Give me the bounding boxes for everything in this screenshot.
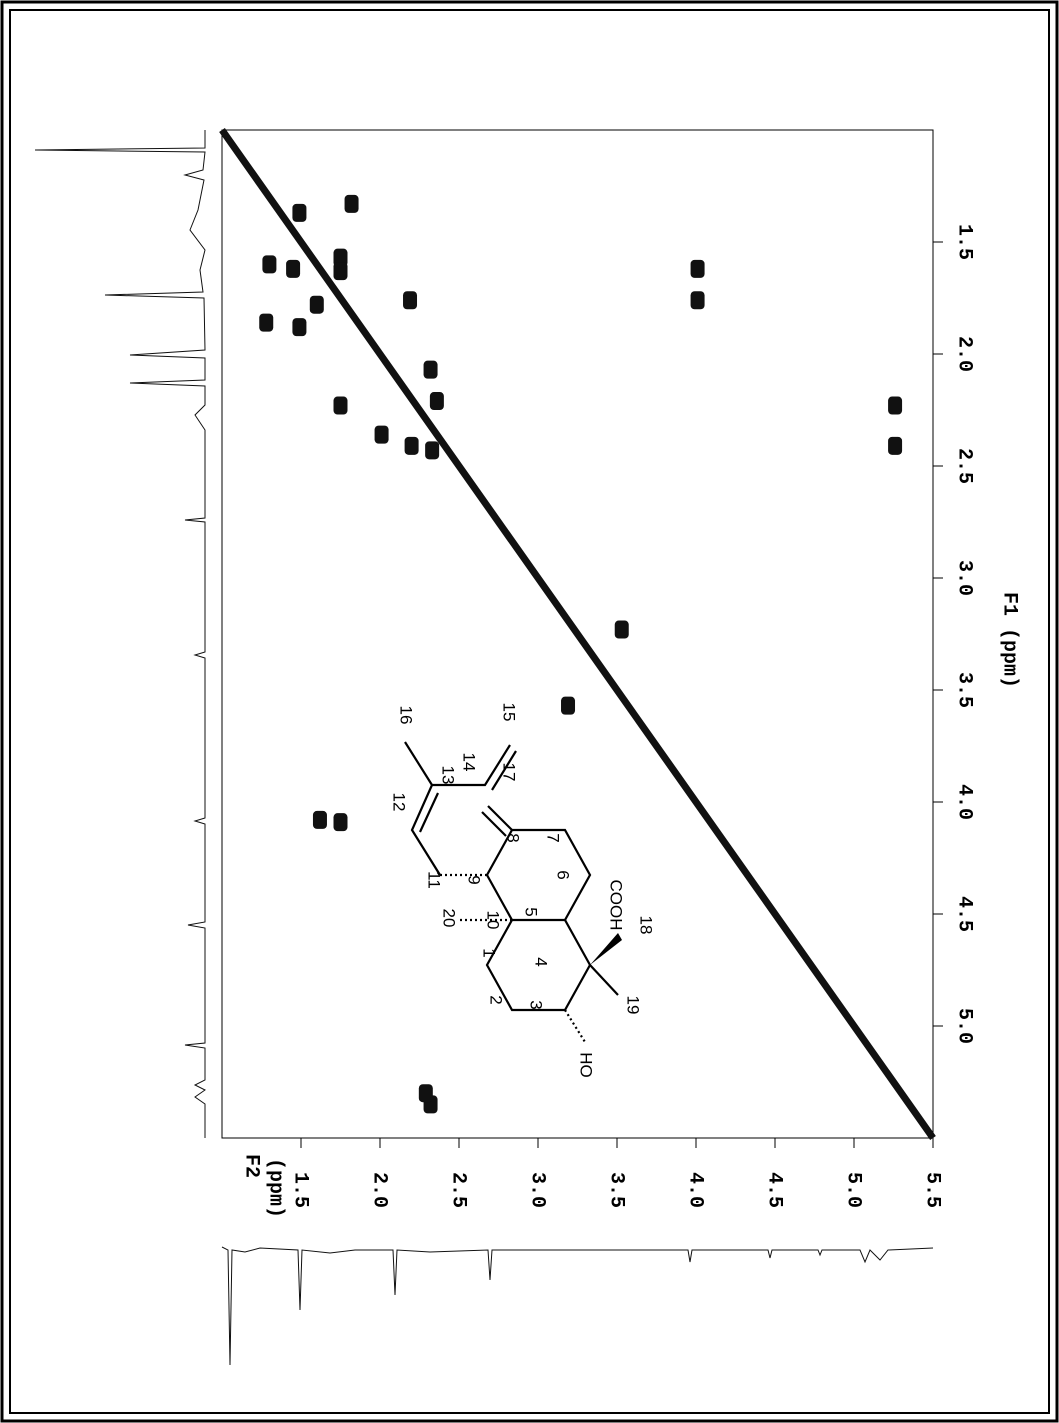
y-tick-label: 2.0: [953, 336, 976, 372]
cross-peak: [292, 203, 307, 222]
cross-peak: [374, 425, 389, 444]
atom-label: COOH: [607, 880, 626, 931]
cross-peak: [286, 259, 301, 278]
atom-label: 15: [500, 703, 519, 722]
y-tick-label: 2.5: [953, 448, 976, 484]
atom-label: 6: [554, 870, 573, 879]
x-axis-title: (ppm): [264, 1158, 287, 1218]
atom-label: 9: [465, 875, 484, 884]
y-tick-label: 4.0: [953, 784, 976, 820]
atom-label: 13: [439, 766, 458, 785]
y-axis-title: F1 (ppm): [998, 592, 1021, 688]
atom-label: 4: [532, 957, 551, 966]
x-tick-label: 4.5: [763, 1172, 786, 1208]
atom-label: 20: [440, 909, 459, 928]
atom-label: 1: [480, 948, 499, 957]
atom-label: 3: [527, 1000, 546, 1009]
atom-label: HO: [577, 1052, 596, 1078]
cross-peak: [333, 396, 348, 415]
methyl-bond: [589, 964, 619, 996]
cross-peak: [344, 194, 359, 213]
x-tick-label: 2.5: [447, 1172, 470, 1208]
atom-label: 12: [390, 793, 409, 812]
cross-peak: [423, 360, 438, 379]
atom-label: 11: [425, 871, 444, 889]
exo-methylene: [481, 805, 513, 837]
atom-label: 2: [487, 995, 506, 1004]
wedge: [590, 933, 622, 965]
atom-label: 14: [460, 753, 479, 772]
cross-peak: [333, 813, 348, 832]
cross-peak: [312, 810, 327, 829]
cross-peak: [403, 291, 418, 310]
side-chain: [404, 741, 517, 876]
cross-peak: [418, 1084, 433, 1103]
atom-label: 5: [522, 907, 541, 916]
atom-label: 7: [544, 833, 563, 842]
x-tick-label: 4.0: [684, 1172, 707, 1208]
cross-peak: [425, 441, 440, 460]
hydroxy-hash: [564, 1009, 586, 1043]
cross-peak: [262, 255, 277, 274]
cross-peak: [690, 259, 705, 278]
y-tick-label: 4.5: [953, 896, 976, 932]
x-tick-label: 3.5: [605, 1172, 628, 1208]
cross-peak: [309, 295, 324, 314]
atom-label: 19: [624, 996, 643, 1015]
cross-peak: [333, 262, 348, 281]
cross-peak: [888, 436, 903, 455]
atom-label: 10: [484, 911, 503, 930]
atom-label: 16: [397, 706, 416, 725]
x-tick-label: 5.5: [921, 1172, 944, 1208]
cross-peak: [690, 291, 705, 310]
cross-peak: [292, 318, 307, 337]
x-tick-label: 2.0: [368, 1172, 391, 1208]
y-tick-label: 3.5: [953, 672, 976, 708]
atom-label: 17: [500, 763, 519, 782]
x-tick-label: 1.5: [289, 1172, 312, 1208]
cross-peak: [561, 696, 576, 715]
diagonal: [219, 127, 936, 1141]
y-tick-label: 1.5: [953, 224, 976, 260]
cross-peak: [259, 313, 274, 332]
y-tick-label: 3.0: [953, 560, 976, 596]
x-axis-title: F2: [240, 1154, 263, 1178]
x-tick-label: 5.0: [842, 1172, 865, 1208]
y-tick-label: 5.0: [953, 1008, 976, 1044]
ring-b: [485, 828, 592, 921]
inner-frame: [9, 9, 1050, 1414]
x-tick-label: 3.0: [526, 1172, 549, 1208]
cross-peak: [888, 396, 903, 415]
cross-peak: [429, 392, 444, 411]
f2-projection: [221, 1246, 934, 1366]
atom-label: 18: [637, 916, 656, 935]
atom-label: 8: [504, 833, 523, 842]
f1-projection: [34, 130, 206, 1138]
cross-peak: [614, 620, 629, 639]
cross-peak: [404, 436, 419, 455]
plot-frame: [221, 129, 934, 1139]
